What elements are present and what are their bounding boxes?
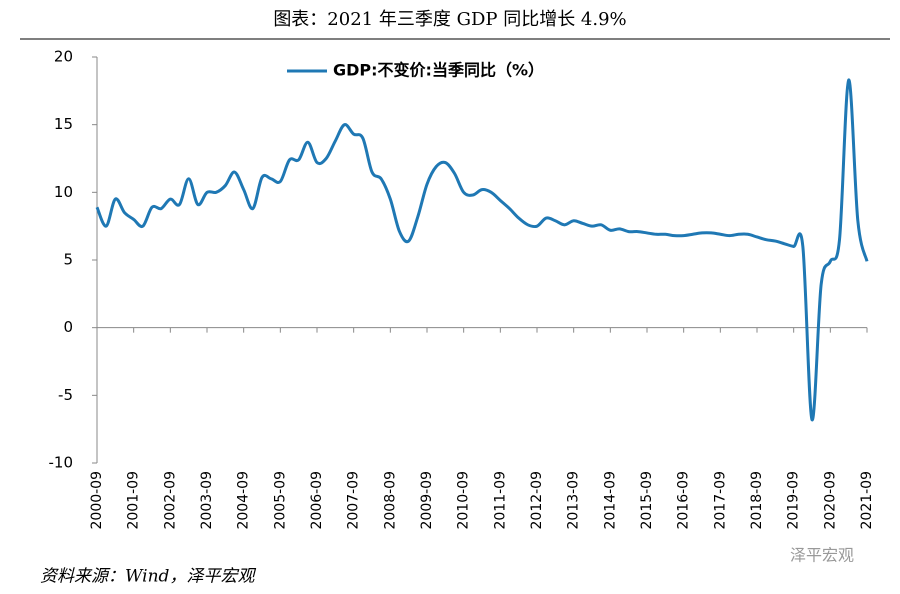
x-tick-label: 2005-09 <box>272 471 288 530</box>
x-tick-label: 2000-09 <box>89 471 105 530</box>
y-tick-label: 20 <box>54 48 73 66</box>
x-tick-label: 2010-09 <box>456 471 472 530</box>
source-note: 资料来源：Wind，泽平宏观 <box>40 567 256 587</box>
x-tick-label: 2003-09 <box>199 471 215 530</box>
x-tick-label: 2016-09 <box>676 471 692 530</box>
watermark: 泽平宏观 <box>790 546 854 565</box>
x-tick-label: 2004-09 <box>236 471 252 530</box>
y-tick-label: 5 <box>63 251 73 269</box>
x-tick-label: 2015-09 <box>639 471 655 530</box>
x-tick-label: 2020-09 <box>822 471 838 530</box>
x-tick-label: 2002-09 <box>162 471 178 530</box>
x-tick-label: 2021-09 <box>859 471 875 530</box>
x-tick-label: 2019-09 <box>786 471 802 530</box>
x-tick-label: 2001-09 <box>126 471 142 530</box>
x-tick-label: 2009-09 <box>419 471 435 530</box>
x-tick-label: 2018-09 <box>749 471 765 530</box>
y-tick-label: 0 <box>63 318 73 336</box>
legend-label: GDP:不变价:当季同比（%） <box>333 61 544 80</box>
x-tick-label: 2014-09 <box>602 471 618 530</box>
x-tick-label: 2006-09 <box>309 471 325 530</box>
y-tick-label: -5 <box>58 386 73 404</box>
y-tick-label: 10 <box>54 183 73 201</box>
x-tick-label: 2013-09 <box>566 471 582 530</box>
x-tick-label: 2007-09 <box>346 471 362 530</box>
x-tick-label: 2017-09 <box>712 471 728 530</box>
chart-title: 图表：2021 年三季度 GDP 同比增长 4.9% <box>273 9 626 30</box>
x-tick-label: 2012-09 <box>529 471 545 530</box>
x-tick-label: 2011-09 <box>492 471 508 529</box>
data-line <box>95 78 869 422</box>
y-tick-label: 15 <box>54 115 73 133</box>
x-tick-label: 2008-09 <box>382 471 398 530</box>
y-tick-label: -10 <box>49 454 74 472</box>
